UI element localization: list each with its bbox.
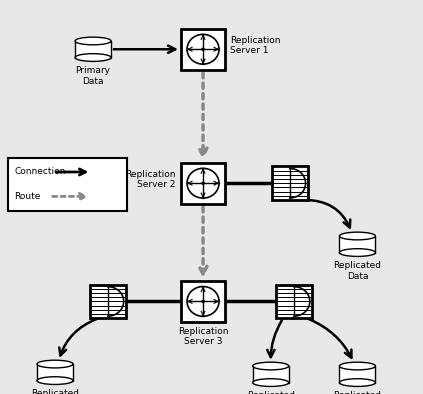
Text: Replication
Server 2: Replication Server 2	[125, 169, 176, 189]
Circle shape	[202, 48, 204, 50]
Ellipse shape	[339, 362, 376, 370]
Bar	[8, 158, 127, 211]
Text: Replicated
Data: Replicated Data	[247, 391, 295, 394]
Circle shape	[187, 34, 219, 64]
Ellipse shape	[339, 379, 376, 387]
Text: Replicated
Data: Replicated Data	[333, 261, 382, 281]
Text: Primary
Data: Primary Data	[76, 66, 110, 85]
Bar	[37, 364, 73, 381]
Bar	[253, 366, 288, 383]
Bar	[181, 162, 225, 204]
Bar	[272, 167, 308, 200]
Ellipse shape	[75, 37, 111, 45]
Bar	[181, 281, 225, 322]
Circle shape	[202, 300, 204, 303]
Circle shape	[187, 286, 219, 316]
Ellipse shape	[37, 360, 73, 368]
Circle shape	[202, 182, 204, 184]
Ellipse shape	[75, 54, 111, 61]
Ellipse shape	[339, 232, 376, 240]
Bar	[276, 285, 312, 318]
Text: Replication
Server 1: Replication Server 1	[230, 35, 281, 55]
Ellipse shape	[253, 379, 288, 387]
Ellipse shape	[339, 249, 376, 256]
Bar	[90, 285, 126, 318]
Text: Replicated
Data: Replicated Data	[333, 391, 382, 394]
Ellipse shape	[37, 377, 73, 385]
Text: Replication
Server 3: Replication Server 3	[178, 327, 228, 346]
Text: Connection: Connection	[14, 167, 66, 177]
Bar	[339, 366, 375, 383]
Text: Route: Route	[14, 192, 41, 201]
Text: Replicated
Data: Replicated Data	[31, 389, 79, 394]
Ellipse shape	[253, 362, 288, 370]
Bar	[181, 29, 225, 70]
Circle shape	[187, 168, 219, 198]
Bar	[339, 236, 375, 253]
Bar	[75, 41, 111, 58]
